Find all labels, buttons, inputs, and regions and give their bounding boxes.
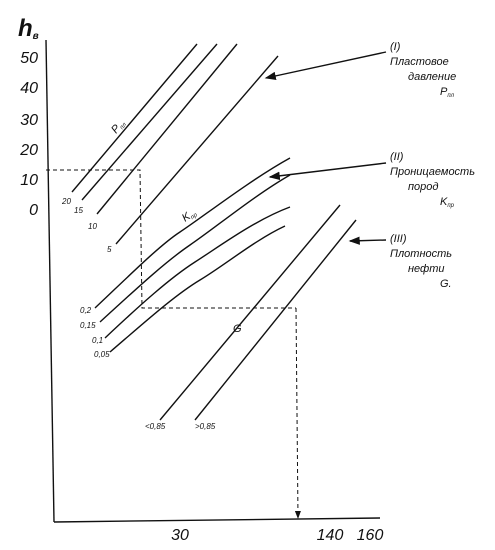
curve-label: 5 [107, 245, 112, 254]
curve-symbol-main: G [233, 323, 242, 335]
x-label: 140 [317, 527, 344, 544]
y-label: 50 [20, 50, 38, 67]
group-number: (II) [390, 151, 404, 163]
y-symbol-main: h [18, 15, 33, 42]
group-number: (III) [390, 233, 407, 245]
curve-label: >0,85 [195, 422, 216, 431]
curve-symbol: G [233, 323, 242, 335]
curve-label: 0,05 [94, 350, 110, 359]
group-title: нефти [408, 263, 445, 275]
dashed-path [46, 169, 301, 519]
curve-label: 10 [88, 222, 97, 231]
group-title: Плотность [390, 248, 452, 260]
y-symbol: hв [18, 15, 39, 42]
p-lines [71, 43, 279, 245]
group-symbol: Pпл [440, 86, 455, 99]
group-title: давление [408, 71, 456, 83]
curve-symbol: Pпл [109, 117, 128, 137]
g-lines [159, 204, 357, 421]
group-symbol-main: G. [440, 278, 452, 290]
curve-symbol-sub: пл [119, 121, 128, 130]
y-label: 0 [29, 202, 38, 219]
curve-label: <0,85 [145, 422, 166, 431]
group-symbol-main: K [440, 196, 448, 208]
group-symbol: G. [440, 278, 452, 290]
y-label: 10 [20, 172, 38, 189]
curve-label: 0,1 [92, 336, 103, 345]
curve-symbol: Kпр [180, 206, 199, 225]
axes [45, 39, 381, 523]
group-symbol-sub: пр [447, 203, 454, 209]
x-label: 160 [357, 527, 384, 544]
x-label: 30 [171, 527, 189, 544]
group-title: Проницаемость [390, 166, 475, 178]
curve-label: 15 [74, 206, 83, 215]
y-label: 20 [19, 142, 38, 159]
group-symbol-sub: пл [447, 93, 454, 99]
curve-label: 0,15 [80, 321, 96, 330]
curve-label: 0,2 [80, 306, 92, 315]
curve-symbol-sub: пр [190, 212, 199, 221]
y-label: 40 [20, 80, 38, 97]
group-title: пород [408, 181, 439, 193]
group-symbol-main: P [440, 86, 448, 98]
group-title: Пластовое [390, 56, 449, 68]
y-label: 30 [20, 112, 38, 129]
y-symbol-sub: в [33, 31, 39, 42]
pointer-arrows [264, 51, 387, 245]
group-number: (I) [390, 41, 401, 53]
k-curves [94, 157, 291, 353]
group-symbol: Kпр [440, 196, 455, 209]
curve-label: 20 [61, 197, 71, 206]
